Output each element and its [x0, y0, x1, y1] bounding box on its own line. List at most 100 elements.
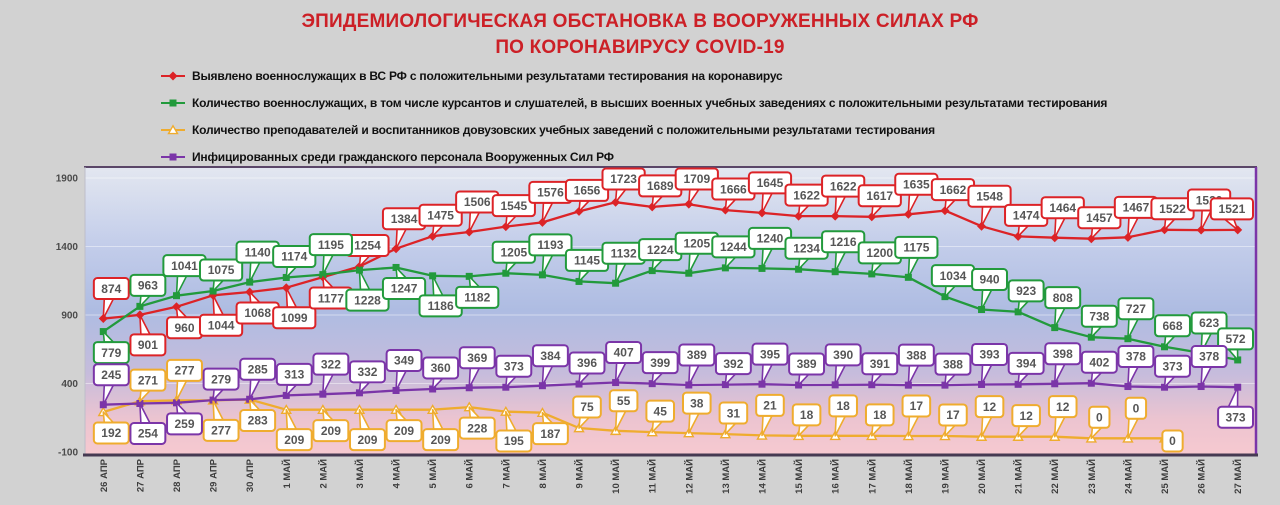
x-tick-label: 27 МАЙ: [1232, 459, 1244, 494]
x-tick-label: 20 МАЙ: [976, 459, 988, 494]
data-label-value: 396: [577, 356, 597, 370]
x-tick-label: 24 МАЙ: [1122, 459, 1134, 494]
data-label-value: 1205: [500, 245, 527, 259]
data-label-value: 1228: [354, 293, 381, 307]
data-label-value: 1467: [1123, 201, 1150, 215]
data-label-callout: [1117, 297, 1155, 321]
data-label-value: 1174: [281, 250, 307, 264]
data-label-value: 55: [617, 394, 631, 408]
data-label-value: 1475: [427, 208, 454, 222]
data-label-value: 209: [357, 433, 377, 447]
x-tick-label: 10 МАЙ: [610, 459, 622, 494]
data-label-callout: [92, 363, 130, 387]
series-data-labels: 192 271 277 277 283 209 209 209 209 209 228 195 187 7…: [92, 358, 1184, 453]
data-label-callout: [572, 395, 602, 419]
data-label-value: 389: [797, 357, 817, 371]
data-label-value: 1132: [611, 246, 637, 260]
data-label-callout: [202, 367, 240, 391]
x-tick-label: 16 МАЙ: [830, 459, 842, 494]
data-label-value: 395: [760, 347, 780, 361]
data-label-callout: [1080, 304, 1118, 328]
data-label-value: 1457: [1086, 211, 1113, 225]
x-tick-label: 7 МАЙ: [500, 459, 512, 489]
data-label-callout: [129, 422, 167, 446]
data-label-value: 0: [1096, 411, 1103, 425]
data-label-callout: [166, 358, 203, 382]
data-label-callout: [531, 422, 569, 446]
data-label-value: 18: [873, 408, 887, 422]
data-label-callout: [239, 409, 277, 433]
y-tick-label: 900: [61, 311, 78, 322]
x-tick-label: 5 МАЙ: [427, 459, 439, 489]
data-label-value: 1240: [757, 232, 784, 246]
orange-triangle-series-icon: [161, 123, 185, 134]
data-label-value: 285: [248, 362, 268, 376]
data-label-value: 808: [1053, 291, 1073, 305]
data-label-value: 668: [1163, 319, 1183, 333]
data-label-callout: [894, 235, 939, 259]
data-label-value: 1506: [464, 195, 491, 209]
x-tick-label: 8 МАЙ: [537, 459, 549, 489]
x-tick-label: 25 МАЙ: [1159, 459, 1171, 494]
data-label-callout: [788, 352, 826, 376]
data-label-value: 1205: [683, 236, 710, 250]
data-label-value: 901: [138, 338, 158, 352]
data-label-value: 1545: [500, 199, 527, 213]
data-label-value: 394: [1016, 357, 1036, 371]
data-label-callout: [381, 276, 427, 300]
chart-title-line2: ПО КОРОНАВИРУСУ COVID-19: [495, 37, 785, 58]
data-label-callout: [385, 419, 423, 443]
data-label-value: 373: [504, 359, 524, 373]
data-label-value: 245: [101, 368, 121, 382]
data-label-callout: [92, 341, 130, 365]
x-tick-label: 11 МАЙ: [647, 459, 659, 493]
data-label-value: 960: [174, 321, 194, 335]
data-label-value: 1186: [428, 299, 454, 313]
data-label-value: 623: [1199, 316, 1219, 330]
legend-item-teachers: Количество преподавателей и воспитаннико…: [160, 116, 1107, 143]
data-label-value: 209: [284, 433, 304, 447]
x-tick-label: 18 МАЙ: [903, 459, 915, 494]
data-label-value: 874: [101, 282, 121, 296]
data-label-callout: [971, 268, 1008, 292]
data-label-value: 1254: [354, 239, 381, 253]
data-label-callout: [678, 343, 716, 367]
data-label-value: 398: [1053, 347, 1073, 361]
data-label-value: 779: [101, 346, 121, 360]
data-label-value: 940: [980, 273, 1000, 287]
data-label-value: 21: [763, 399, 777, 413]
data-label-value: 209: [321, 424, 341, 438]
purple-square-series-icon: [161, 153, 185, 160]
data-label-callout: [198, 258, 244, 282]
data-label-value: 1195: [318, 238, 344, 252]
data-label-callout: [864, 403, 895, 427]
data-label-callout: [1154, 354, 1191, 378]
data-label-callout: [1044, 342, 1082, 366]
legend-item-civilian: Инфицированных среди гражданского персон…: [160, 143, 1107, 170]
data-point-marker: [169, 153, 177, 160]
data-label-value: 1645: [757, 176, 784, 190]
y-tick-label: -100: [58, 448, 78, 459]
data-label-callout: [714, 352, 752, 376]
data-label-value: 192: [101, 426, 121, 440]
data-label-callout: [681, 391, 712, 415]
data-label-callout: [1011, 404, 1041, 428]
x-tick-label: 3 МАЙ: [354, 459, 366, 489]
x-tick-label: 26 МАЙ: [1196, 459, 1208, 494]
data-label-callout: [751, 342, 789, 366]
x-tick-label: 9 МАЙ: [574, 459, 586, 489]
data-point-marker: [169, 99, 177, 106]
x-tick-label: 13 МАЙ: [720, 459, 732, 494]
x-tick-label: 29 АПР: [209, 458, 220, 492]
data-label-value: 388: [943, 357, 963, 371]
data-label-callout: [645, 399, 676, 423]
data-label-callout: [422, 356, 460, 380]
chart-title-line1: ЭПИДЕМИОЛОГИЧЕСКАЯ ОБСТАНОВКА В ВООРУЖЕН…: [301, 11, 979, 32]
data-label-value: 1662: [940, 183, 967, 197]
data-label-value: 277: [211, 424, 231, 438]
data-label-callout: [312, 419, 350, 443]
data-label-callout: [1217, 327, 1254, 351]
data-label-value: 1521: [1219, 202, 1246, 216]
data-label-callout: [422, 428, 460, 452]
data-label-callout: [1117, 345, 1155, 369]
